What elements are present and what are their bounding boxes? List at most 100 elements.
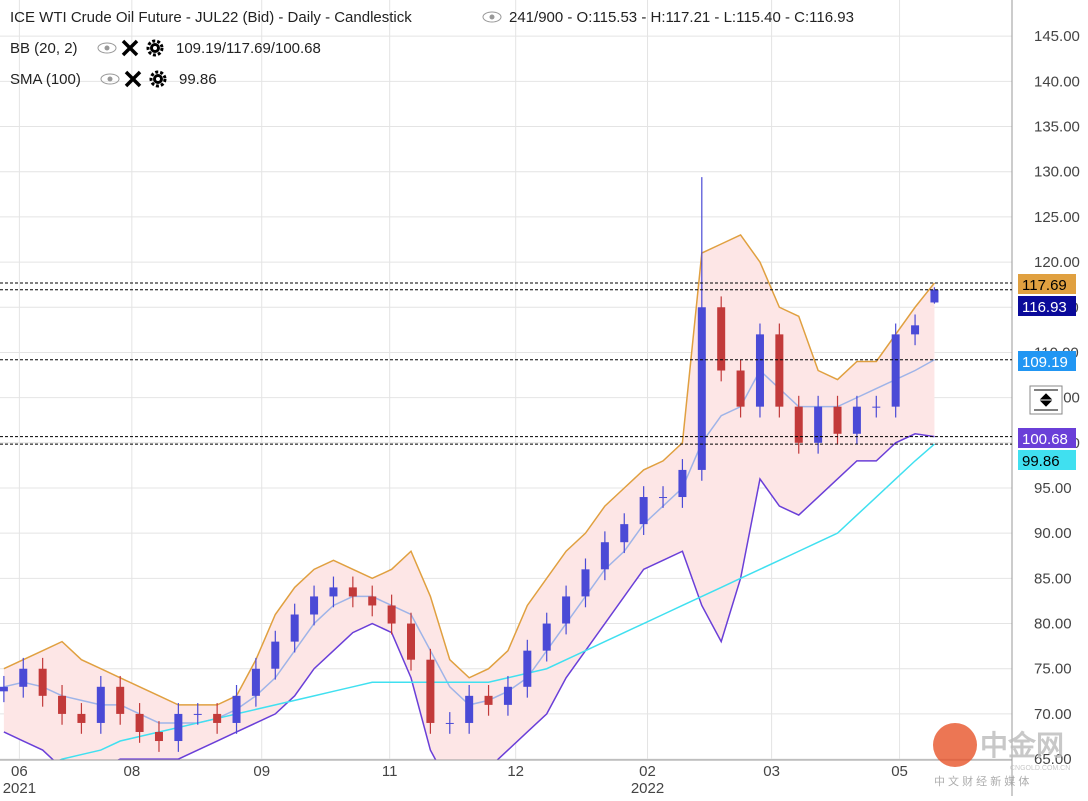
y-tick-label: 135.00 (1034, 119, 1080, 136)
y-tick-label: 120.00 (1034, 254, 1080, 271)
candle-body (930, 289, 939, 303)
y-tick-label: 65.00 (1034, 751, 1072, 768)
candle-body (755, 334, 764, 407)
candle-body (659, 497, 668, 499)
candle-body (814, 406, 823, 443)
y-tick-label: 70.00 (1034, 706, 1072, 723)
price-tag-label: 99.86 (1022, 453, 1060, 470)
candle-body (116, 686, 125, 714)
candle-body (135, 713, 144, 732)
candle-body (251, 668, 260, 696)
candle-body (891, 334, 900, 407)
candle-body (678, 469, 687, 498)
year-label: 2022 (631, 780, 664, 796)
candle-body (581, 569, 590, 597)
candle-body (154, 731, 163, 742)
candle-body (77, 713, 86, 723)
candle-body (620, 524, 629, 543)
y-tick-label: 125.00 (1034, 209, 1080, 226)
title: ICE WTI Crude Oil Future - JUL22 (Bid) -… (10, 9, 412, 26)
header: ICE WTI Crude Oil Future - JUL22 (Bid) -… (10, 9, 854, 88)
candle-body (193, 713, 202, 715)
candle-body (600, 542, 609, 570)
candle-body (736, 370, 745, 407)
price-tag-label: 117.69 (1022, 277, 1067, 294)
candle-body (484, 695, 493, 705)
x-tick-label: 08 (123, 763, 140, 780)
y-tick-label: 95.00 (1034, 480, 1072, 497)
candle-body (542, 623, 551, 651)
candle-body (697, 307, 706, 470)
candle-body (639, 497, 648, 525)
eye-icon[interactable] (97, 42, 117, 54)
y-tick-label: 145.00 (1034, 28, 1080, 45)
candle-body (19, 668, 28, 687)
price-tag-label: 116.93 (1022, 299, 1067, 316)
watermark-url: CNGOLD.COM.CN (1010, 765, 1070, 772)
watermark: 中金网 CNGOLD.COM.CN 中 文 财 经 新 媒 体 (933, 723, 1070, 788)
legend-name: BB (20, 2) (10, 40, 78, 57)
legend-name: SMA (100) (10, 71, 81, 88)
watermark-logo (933, 723, 977, 767)
settings-icon[interactable] (149, 70, 167, 88)
price-tag-label: 100.68 (1022, 431, 1068, 448)
candle-body (290, 614, 299, 642)
candle-body (174, 713, 183, 742)
indicator-line (3, 432, 935, 760)
y-tick-label: 85.00 (1034, 570, 1072, 587)
legend-values: 99.86 (179, 71, 217, 88)
price-tag (1018, 274, 1076, 294)
candle-body (348, 587, 357, 597)
x-tick-label: 09 (253, 763, 270, 780)
candle-body (426, 659, 435, 723)
settings-icon[interactable] (146, 39, 164, 57)
widget-box[interactable] (1029, 385, 1063, 415)
legend-values: 109.19/117.69/100.68 (176, 40, 321, 57)
x-tick-label: 05 (891, 763, 908, 780)
candle-body (852, 406, 861, 434)
candle-body (271, 641, 280, 669)
candle-body (562, 596, 571, 624)
candle-body (445, 722, 454, 724)
indicator-line (3, 234, 936, 706)
x-tick-label: 11 (382, 763, 398, 780)
y-tick-label: 75.00 (1034, 661, 1072, 678)
candle-body (775, 334, 784, 407)
candle-body (407, 623, 416, 660)
price-tag-label: 109.19 (1022, 354, 1068, 371)
price-tag (1018, 428, 1076, 448)
candle-body (503, 686, 512, 705)
watermark-slogan: 中 文 财 经 新 媒 体 (934, 774, 1029, 788)
x-tick-label: 06 (11, 763, 28, 780)
x-tick-label: 12 (507, 763, 524, 780)
candle-body (911, 325, 920, 335)
plot-area (0, 177, 939, 760)
watermark-name: 中金网 (980, 729, 1064, 761)
eye-icon[interactable] (482, 11, 502, 23)
candle-body (38, 668, 47, 696)
eye-icon[interactable] (100, 73, 120, 85)
candle-body (232, 695, 241, 723)
candle-body (717, 307, 726, 371)
price-tag (1018, 450, 1076, 470)
widget-icon (1034, 389, 1058, 411)
candle-body (523, 650, 532, 687)
y-tick-label: 140.00 (1034, 73, 1080, 90)
remove-icon[interactable] (121, 39, 139, 57)
x-tick-label: 02 (639, 763, 656, 780)
candle-body (465, 695, 474, 723)
candle-body (387, 605, 396, 624)
scroll-widget[interactable] (1029, 385, 1063, 415)
candle-body (329, 587, 338, 597)
title-values: 241/900 - O:115.53 - H:117.21 - L:115.40… (509, 9, 854, 26)
remove-icon[interactable] (124, 70, 142, 88)
price-tag (1018, 296, 1076, 316)
candle-body (0, 686, 8, 692)
candle-body (872, 406, 881, 408)
candle-body (794, 406, 803, 443)
y-tick-label: 130.00 (1034, 164, 1080, 181)
candle-body (96, 686, 105, 723)
candle-body (368, 596, 377, 606)
candle-body (58, 695, 67, 714)
